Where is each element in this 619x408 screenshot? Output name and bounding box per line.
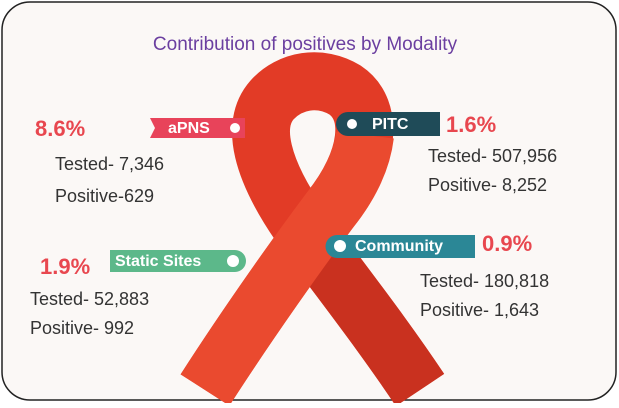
tested: Tested- 52,883 <box>30 289 149 309</box>
tested: Tested- 7,346 <box>55 154 164 174</box>
tag-label: Community <box>355 238 443 255</box>
ribbon <box>180 52 445 407</box>
tag-dot <box>227 255 239 267</box>
static-sites: 1.9% Static Sites Tested- 52,883 Positiv… <box>30 250 246 338</box>
title: Contribution of positives by Modality <box>153 34 458 55</box>
percent: 8.6% <box>35 116 85 141</box>
percent: 0.9% <box>482 231 532 256</box>
tag-label: PITC <box>372 116 409 133</box>
pitc: PITC 1.6% Tested- 507,956 Positive- 8,25… <box>336 112 557 195</box>
percent: 1.9% <box>40 254 90 279</box>
tag-dot <box>228 121 242 135</box>
positive: Positive- 992 <box>30 318 134 338</box>
tag-label: Static Sites <box>115 253 201 270</box>
percent: 1.6% <box>446 112 496 137</box>
tested: Tested- 180,818 <box>420 271 549 291</box>
positive: Positive-629 <box>55 186 154 206</box>
tag-label: aPNS <box>168 120 210 137</box>
tag <box>325 235 475 258</box>
tag <box>110 250 246 272</box>
apns: 8.6% aPNS Tested- 7,346 Positive-629 <box>35 116 245 206</box>
community: Community 0.9% Tested- 180,818 Positive-… <box>325 231 549 320</box>
positive: Positive- 8,252 <box>428 175 547 195</box>
tested: Tested- 507,956 <box>428 146 557 166</box>
tag <box>150 118 245 138</box>
positive: Positive- 1,643 <box>420 300 539 320</box>
tag <box>336 112 440 136</box>
tag-dot <box>347 119 357 129</box>
tag-dot <box>334 240 346 252</box>
